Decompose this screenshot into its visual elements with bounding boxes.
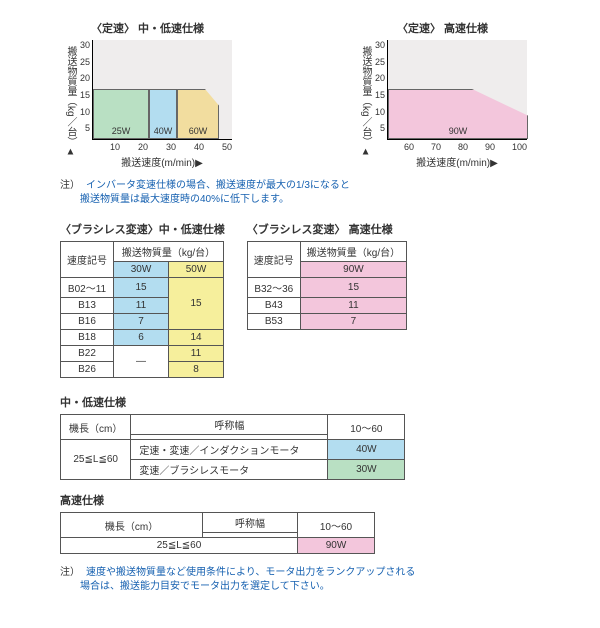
spec1-length-range: 25≦L≦60 <box>61 440 131 480</box>
chart2-plot: 90W <box>387 40 527 140</box>
chart1-xlabel: 搬送速度(m/min)▶ <box>92 154 232 169</box>
charts-row: 〈定速〉 中・低速仕様 搬送物質量（kg／台）▲ 302520 15105 25… <box>20 20 580 169</box>
spec2-width-header: 呼称幅 <box>203 513 298 533</box>
spec1-block: 中・低速仕様 機長（cm） 呼称幅 10～60 25≦L≦60 定速・変速／イン… <box>60 394 580 480</box>
spec1-kicho-header: 機長（cm） <box>61 415 131 440</box>
chart2-xticks: 6070 8090100 <box>387 142 527 152</box>
spec1-row1-label: 変速／ブラシレスモータ <box>131 460 328 480</box>
chart-high: 〈定速〉 高速仕様 搬送物質量（kg／台）▲ 302520 15105 90W … <box>315 20 570 169</box>
chart2-yticks: 302520 15105 <box>375 40 385 140</box>
chart-low-mid: 〈定速〉 中・低速仕様 搬送物質量（kg／台）▲ 302520 15105 25… <box>20 20 275 169</box>
note2: 注）速度や搬送物質量など使用条件により、モータ出力をランクアップされる 注）場合… <box>60 566 580 594</box>
spec1-table: 機長（cm） 呼称幅 10～60 25≦L≦60 定速・変速／インダクションモー… <box>60 414 405 480</box>
chart1-ylabel: 搬送物質量（kg／台）▲ <box>63 40 78 158</box>
note1: 注）インバータ変速仕様の場合、搬送速度が最大の1/3になると 注）搬送物質量は最… <box>60 179 580 207</box>
spec2-kicho-header: 機長（cm） <box>61 513 203 538</box>
spec2-width-range: 10～60 <box>298 513 375 538</box>
spec1-row0-val: 40W <box>328 440 405 460</box>
table2: 速度記号搬送物質量（kg/台）90WB32～3615B4311B537 <box>247 241 407 330</box>
chart1-plot: 25W40W60W <box>92 40 232 140</box>
chart2-ylabel: 搬送物質量（kg／台）▲ <box>358 40 373 158</box>
spec1-width-header: 呼称幅 <box>131 415 328 435</box>
spec1-row0-label: 定速・変速／インダクションモータ <box>131 440 328 460</box>
chart2-title: 〈定速〉 高速仕様 <box>397 20 488 36</box>
table1-title: 〈ブラシレス変速〉中・低速仕様 <box>60 221 225 237</box>
table2-block: 〈ブラシレス変速〉 高速仕様 速度記号搬送物質量（kg/台）90WB32～361… <box>247 221 407 330</box>
note1-prefix: 注） <box>60 180 80 191</box>
chart1-xticks: 1020 304050 <box>92 142 232 152</box>
note2-prefix: 注） <box>60 567 80 578</box>
chart-region-60W: 60W <box>177 89 219 139</box>
chart1-yticks: 302520 15105 <box>80 40 90 140</box>
spec2-table: 機長（cm） 呼称幅 10～60 25≦L≦60 90W <box>60 512 375 554</box>
spec2-title: 高速仕様 <box>60 492 580 508</box>
spec2-length-range: 25≦L≦60 <box>61 538 298 554</box>
chart-region-90W: 90W <box>388 89 528 139</box>
table2-title: 〈ブラシレス変速〉 高速仕様 <box>247 221 407 237</box>
spec1-row1-val: 30W <box>328 460 405 480</box>
table1: 速度記号搬送物質量（kg/台）30W50WB02～111515B1311B167… <box>60 241 224 378</box>
table1-block: 〈ブラシレス変速〉中・低速仕様 速度記号搬送物質量（kg/台）30W50WB02… <box>60 221 225 378</box>
chart-region-25W: 25W <box>93 89 149 139</box>
chart1-title: 〈定速〉 中・低速仕様 <box>91 20 204 36</box>
tables-row: 〈ブラシレス変速〉中・低速仕様 速度記号搬送物質量（kg/台）30W50WB02… <box>60 221 580 378</box>
spec1-title: 中・低速仕様 <box>60 394 580 410</box>
spec2-row0-val: 90W <box>298 538 375 554</box>
chart2-xlabel: 搬送速度(m/min)▶ <box>387 154 527 169</box>
spec1-width-range: 10～60 <box>328 415 405 440</box>
spec2-block: 高速仕様 機長（cm） 呼称幅 10～60 25≦L≦60 90W <box>60 492 580 554</box>
chart-region-40W: 40W <box>149 89 177 139</box>
